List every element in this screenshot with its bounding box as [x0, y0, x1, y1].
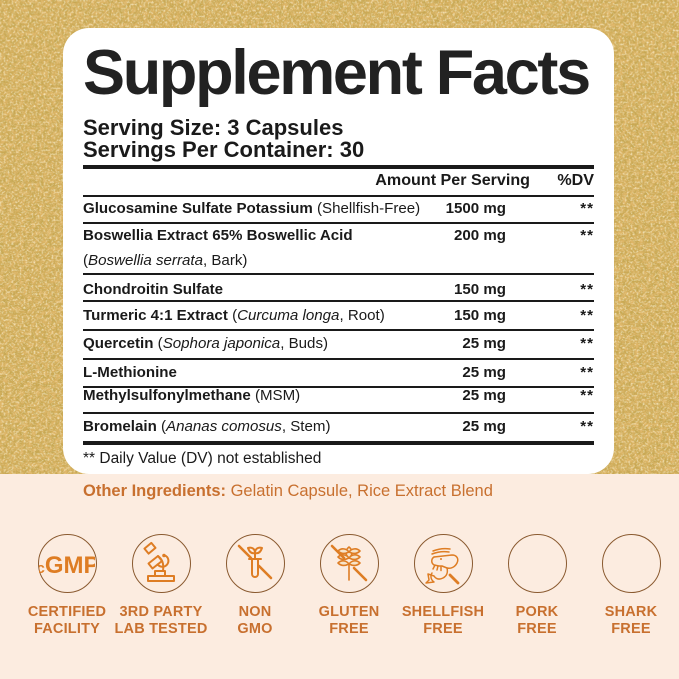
svg-text:cGMP: cGMP: [39, 552, 95, 579]
